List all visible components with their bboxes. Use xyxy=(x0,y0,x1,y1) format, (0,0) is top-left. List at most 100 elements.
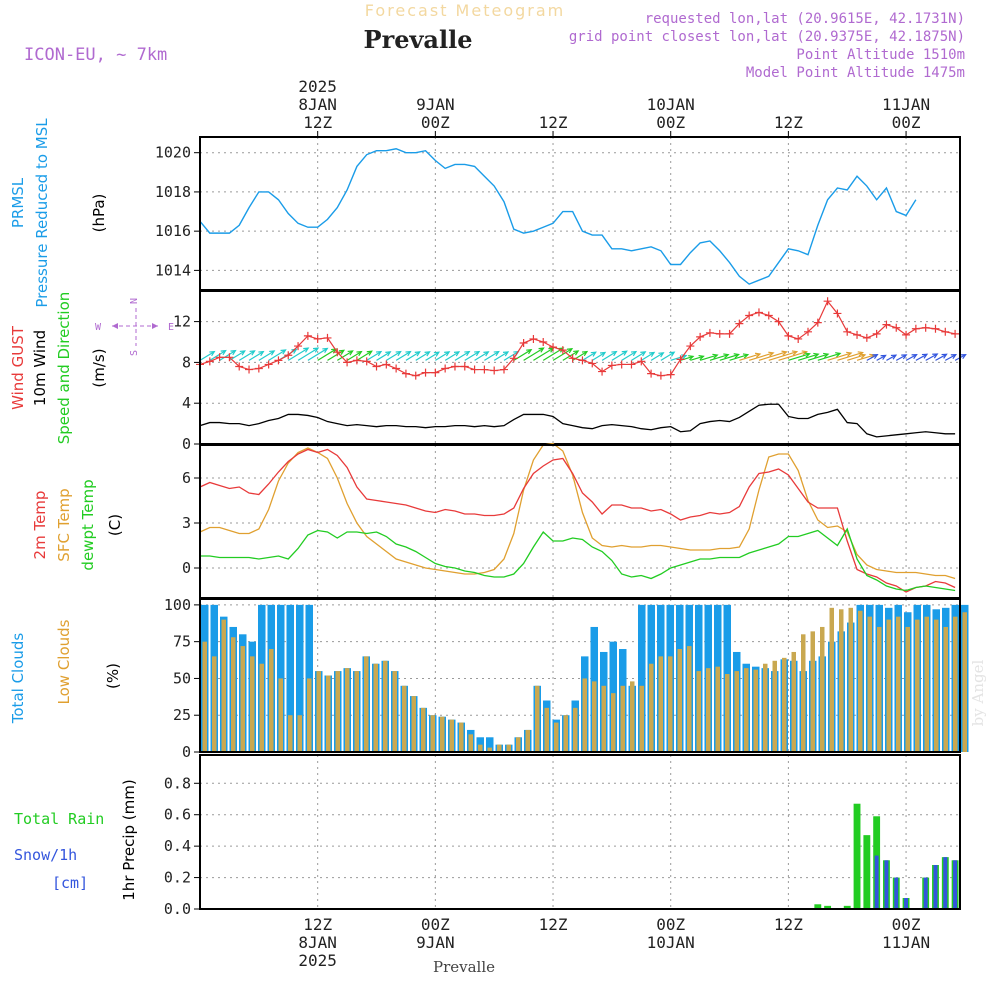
cloud-low-bar xyxy=(772,660,777,752)
ytick-label-clouds: 0 xyxy=(182,743,191,761)
cloud-low-bar xyxy=(601,685,606,752)
wind-arrow-head xyxy=(688,355,695,361)
ytick-label-clouds: 50 xyxy=(173,669,191,687)
gust-marker xyxy=(902,330,911,339)
snow-bar xyxy=(894,877,899,909)
panel-temperature: 0 3 6 xyxy=(182,442,961,599)
wind-arrow xyxy=(621,351,637,361)
wind-arrow-head xyxy=(502,351,510,357)
footer-location: Prevalle xyxy=(433,958,495,976)
wind-arrow-head xyxy=(649,351,656,358)
ytick-label-clouds: 25 xyxy=(173,706,191,724)
wind-arrow-head xyxy=(433,351,441,357)
wind-arrow xyxy=(690,355,704,361)
wind-arrow xyxy=(935,353,947,361)
series-dewpt xyxy=(200,527,956,592)
wind-arrow-head xyxy=(813,352,820,359)
cloud-low-bar xyxy=(582,678,587,752)
wind-arrow-head xyxy=(414,351,421,357)
gust-marker xyxy=(951,329,960,338)
wind-arrow xyxy=(258,350,275,361)
cloud-low-bar xyxy=(915,619,920,752)
wind-arrow xyxy=(425,351,440,361)
gust-marker xyxy=(705,328,714,337)
ytick-label-temperature: 0 xyxy=(182,559,191,577)
wind-arrow-head xyxy=(921,353,929,359)
wind-arrow-head xyxy=(249,350,256,356)
wind-arrow-head xyxy=(375,350,383,357)
snow-bar xyxy=(904,898,909,909)
bottom-time-label: 12Z xyxy=(774,915,803,934)
wind-arrow-head xyxy=(781,350,788,356)
top-time-label: 11JAN xyxy=(882,95,930,114)
wind-arrow xyxy=(219,350,236,361)
rain-bar xyxy=(863,835,871,909)
cloud-low-bar xyxy=(592,681,597,752)
cloud-total-bar xyxy=(296,604,304,752)
wind-arrow-head xyxy=(338,349,346,355)
wind-arrow-head xyxy=(405,350,412,357)
panel-bg-precipitation xyxy=(200,755,960,909)
cloud-low-bar xyxy=(839,609,844,752)
temp-unit: (C) xyxy=(106,514,124,536)
wind-arrow xyxy=(699,354,718,361)
gust-marker xyxy=(588,359,597,368)
ytick-label-pressure: 1018 xyxy=(155,183,191,201)
wind-arrow xyxy=(297,347,319,361)
wind-arrow xyxy=(670,354,687,361)
wind-arrow-head xyxy=(303,347,310,353)
cloud-low-bar xyxy=(677,649,682,752)
wind-arrow xyxy=(640,352,655,361)
gust-marker xyxy=(509,354,518,363)
gust-marker xyxy=(676,355,685,364)
wind-arrow-head xyxy=(611,350,618,357)
ytick-label-precipitation: 0.2 xyxy=(164,869,191,887)
wind-arrow-head xyxy=(768,351,775,357)
panel-frame-clouds xyxy=(199,598,961,753)
cloud-low-bar xyxy=(288,715,293,752)
cloud-low-bar xyxy=(335,671,340,752)
gust-marker xyxy=(598,367,607,376)
wind-arrow xyxy=(268,349,286,361)
panels: 1014 1016 1018 1020 0 4 8 12 0 3 6 0 25 50 75 100 0.0 0.2… xyxy=(155,136,969,918)
ytick-label-precipitation: 0.0 xyxy=(164,900,191,918)
cloud-total-bar xyxy=(286,604,294,752)
wind-arrow xyxy=(464,351,480,361)
cloud-total-bar xyxy=(638,604,646,752)
wind-arrow xyxy=(386,351,401,361)
wind-label: 10m Wind xyxy=(31,330,49,406)
cloud-low-bar xyxy=(544,707,549,752)
gust-marker xyxy=(607,361,616,370)
wind-arrow-head xyxy=(493,350,500,357)
gust-marker xyxy=(215,353,224,362)
snow-bar xyxy=(884,860,889,909)
top-time-label: 00Z xyxy=(421,113,450,132)
gust-marker xyxy=(735,319,744,328)
top-title: Forecast Meteogram xyxy=(365,1,565,20)
cloud-low-bar xyxy=(487,747,492,752)
wind-arrow-head xyxy=(385,351,392,357)
wind-arrow-head xyxy=(880,354,887,360)
wind-arrow-head xyxy=(932,353,939,359)
gust-marker xyxy=(686,342,695,351)
wind-arrow-head xyxy=(280,349,287,355)
series-pressure xyxy=(199,148,917,285)
wind-arrow-head xyxy=(209,350,216,357)
top-time-label: 9JAN xyxy=(416,95,455,114)
wind-dir-label: Speed and Direction xyxy=(55,292,73,445)
gust-marker xyxy=(843,327,852,336)
gust-marker xyxy=(872,329,881,338)
cloud-low-bar xyxy=(668,656,673,752)
ytick-label-wind: 12 xyxy=(173,313,191,331)
gust-marker xyxy=(647,369,656,378)
wind-arrow xyxy=(484,351,500,361)
wind-arrow xyxy=(719,353,739,361)
wind-arrow-head xyxy=(600,351,607,358)
bottom-time-label: 2025 xyxy=(298,951,337,970)
cloud-low-bar xyxy=(373,663,378,752)
gust-marker xyxy=(274,356,283,365)
gust-marker xyxy=(764,311,773,320)
wind-arrow-head xyxy=(941,353,948,359)
cloud-low-bar xyxy=(734,671,739,752)
wind-arrow-head xyxy=(312,347,320,353)
